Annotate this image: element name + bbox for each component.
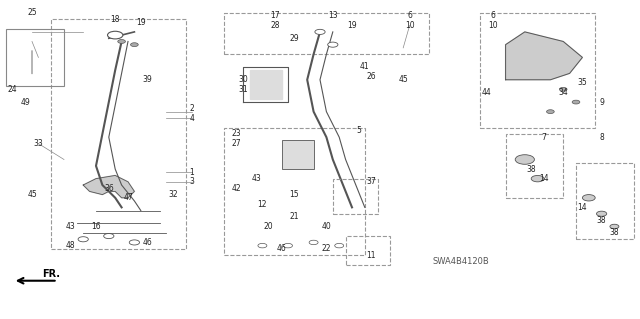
Text: 37: 37 — [366, 177, 376, 186]
FancyBboxPatch shape — [282, 140, 314, 169]
Circle shape — [258, 243, 267, 248]
Circle shape — [284, 243, 292, 248]
Circle shape — [515, 155, 534, 164]
Text: 1: 1 — [189, 168, 195, 177]
Circle shape — [572, 100, 580, 104]
Text: 8: 8 — [599, 133, 604, 142]
Circle shape — [335, 243, 344, 248]
Text: 48: 48 — [65, 241, 76, 250]
Text: 46: 46 — [142, 238, 152, 247]
Text: 38: 38 — [609, 228, 620, 237]
Text: 45: 45 — [398, 75, 408, 84]
Text: 19: 19 — [136, 18, 146, 27]
Text: 32: 32 — [168, 190, 178, 199]
Text: 19: 19 — [347, 21, 357, 30]
Text: 36: 36 — [104, 184, 114, 193]
Polygon shape — [506, 32, 582, 80]
Text: FR.: FR. — [42, 269, 60, 279]
Text: 3: 3 — [189, 177, 195, 186]
Circle shape — [596, 211, 607, 216]
Text: 34: 34 — [558, 88, 568, 97]
Circle shape — [309, 240, 318, 245]
Circle shape — [610, 224, 619, 229]
Text: 21: 21 — [290, 212, 299, 221]
Text: 40: 40 — [321, 222, 332, 231]
Circle shape — [108, 31, 123, 39]
Text: 15: 15 — [289, 190, 300, 199]
Text: 41: 41 — [360, 63, 370, 71]
Text: 13: 13 — [328, 11, 338, 20]
Text: 25: 25 — [27, 8, 37, 17]
Text: 14: 14 — [539, 174, 549, 183]
Text: 10: 10 — [488, 21, 498, 30]
Text: 30: 30 — [238, 75, 248, 84]
Text: 26: 26 — [366, 72, 376, 81]
Text: 22: 22 — [322, 244, 331, 253]
Text: 16: 16 — [91, 222, 101, 231]
Text: 14: 14 — [577, 203, 588, 212]
Text: 33: 33 — [33, 139, 44, 148]
Text: 31: 31 — [238, 85, 248, 94]
Text: 4: 4 — [189, 114, 195, 122]
Text: 6: 6 — [407, 11, 412, 20]
Text: SWA4B4120B: SWA4B4120B — [433, 257, 489, 266]
Circle shape — [315, 29, 325, 34]
Text: 17: 17 — [270, 11, 280, 20]
Text: 5: 5 — [356, 126, 361, 135]
Circle shape — [531, 175, 544, 182]
Circle shape — [328, 42, 338, 47]
Text: 18: 18 — [111, 15, 120, 24]
Text: 42: 42 — [232, 184, 242, 193]
Text: 11: 11 — [367, 251, 376, 260]
Polygon shape — [83, 175, 134, 198]
Text: 43: 43 — [251, 174, 261, 183]
Text: 45: 45 — [27, 190, 37, 199]
Text: 6: 6 — [490, 11, 495, 20]
Text: 20: 20 — [264, 222, 274, 231]
Text: 7: 7 — [541, 133, 547, 142]
Polygon shape — [250, 70, 282, 99]
Text: 23: 23 — [232, 130, 242, 138]
Text: 43: 43 — [65, 222, 76, 231]
Text: 35: 35 — [577, 78, 588, 87]
Circle shape — [131, 43, 138, 47]
Text: 47: 47 — [123, 193, 133, 202]
Circle shape — [547, 110, 554, 114]
Text: 9: 9 — [599, 98, 604, 107]
Text: 38: 38 — [596, 216, 607, 225]
Circle shape — [118, 40, 125, 43]
Text: 44: 44 — [481, 88, 492, 97]
Text: 38: 38 — [526, 165, 536, 174]
Text: 39: 39 — [142, 75, 152, 84]
Text: 27: 27 — [232, 139, 242, 148]
Text: 49: 49 — [20, 98, 31, 107]
Circle shape — [582, 195, 595, 201]
Text: 46: 46 — [276, 244, 287, 253]
Text: 28: 28 — [271, 21, 280, 30]
Text: 2: 2 — [189, 104, 195, 113]
Circle shape — [559, 87, 567, 91]
Text: 12: 12 — [258, 200, 267, 209]
Text: 10: 10 — [404, 21, 415, 30]
Text: 29: 29 — [289, 34, 300, 43]
Text: 24: 24 — [8, 85, 18, 94]
